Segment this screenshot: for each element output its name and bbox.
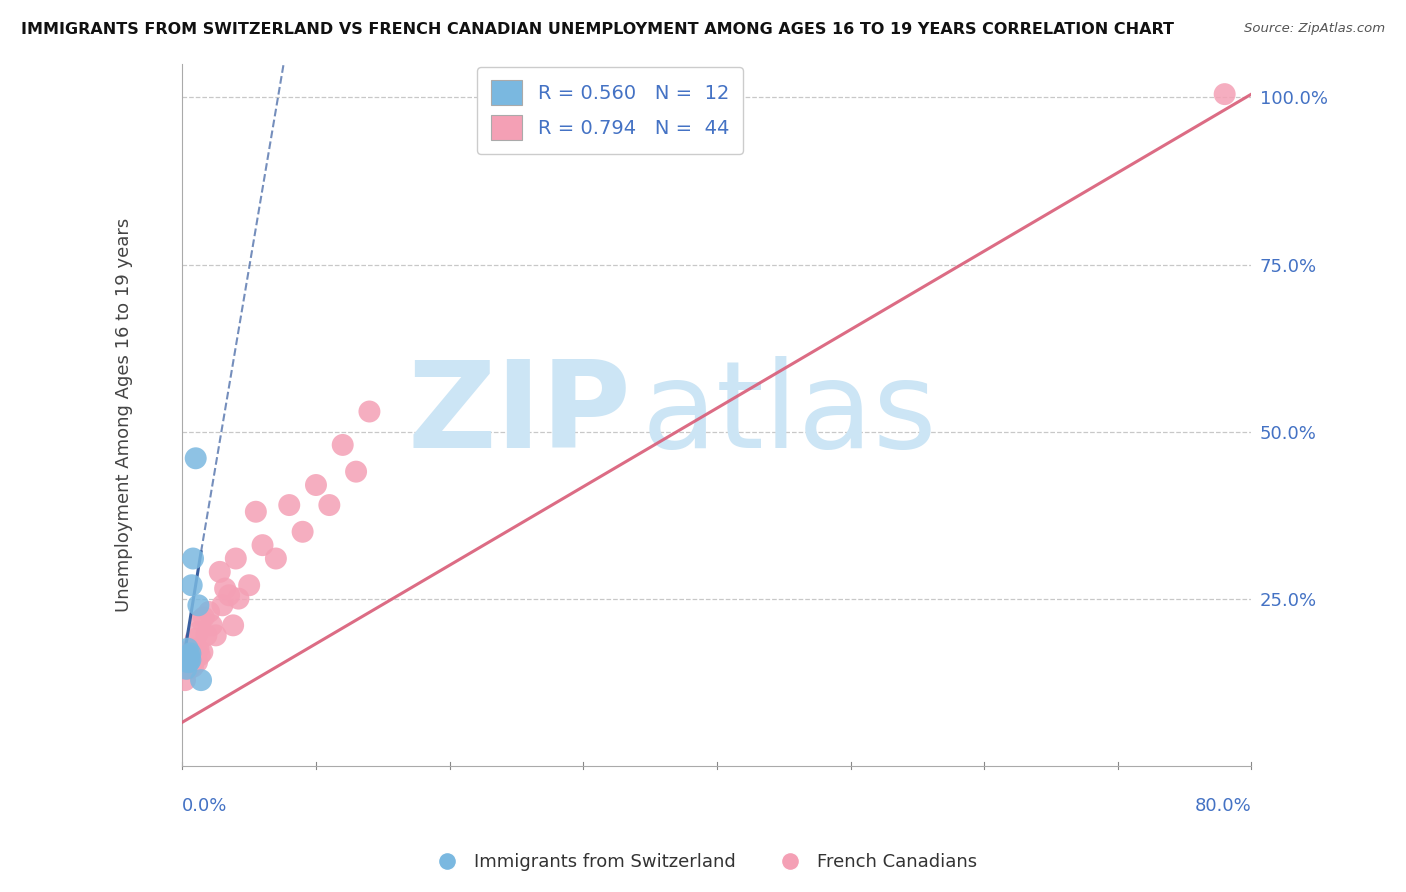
Text: 80.0%: 80.0%	[1195, 797, 1251, 815]
Point	[184, 647, 207, 661]
Point	[193, 610, 215, 624]
Point	[332, 438, 354, 452]
Point	[225, 551, 247, 566]
Point	[191, 645, 214, 659]
Point	[291, 524, 314, 539]
Point	[181, 551, 204, 566]
Point	[179, 647, 201, 661]
Point	[344, 465, 367, 479]
Point	[238, 578, 260, 592]
Point	[181, 648, 204, 663]
Point	[264, 551, 287, 566]
Point	[183, 653, 205, 667]
Legend: Immigrants from Switzerland, French Canadians: Immigrants from Switzerland, French Cana…	[422, 847, 984, 879]
Point	[245, 505, 267, 519]
Point	[177, 655, 200, 669]
Text: IMMIGRANTS FROM SWITZERLAND VS FRENCH CANADIAN UNEMPLOYMENT AMONG AGES 16 TO 19 : IMMIGRANTS FROM SWITZERLAND VS FRENCH CA…	[21, 22, 1174, 37]
Point	[174, 673, 197, 687]
Point	[252, 538, 274, 552]
Point	[222, 618, 245, 632]
Text: ZIP: ZIP	[408, 357, 631, 474]
Point	[176, 655, 198, 669]
Point	[186, 655, 208, 669]
Text: Source: ZipAtlas.com: Source: ZipAtlas.com	[1244, 22, 1385, 36]
Point	[228, 591, 250, 606]
Point	[208, 565, 231, 579]
Point	[1213, 87, 1236, 102]
Point	[177, 662, 200, 676]
Point	[305, 478, 328, 492]
Point	[214, 582, 236, 596]
Point	[180, 655, 202, 669]
Point	[176, 655, 198, 669]
Text: 0.0%: 0.0%	[183, 797, 228, 815]
Point	[218, 588, 240, 602]
Point	[198, 605, 221, 619]
Point	[181, 659, 204, 673]
Legend: R = 0.560   N =  12, R = 0.794   N =  44: R = 0.560 N = 12, R = 0.794 N = 44	[478, 67, 742, 153]
Point	[184, 451, 207, 466]
Point	[187, 625, 209, 640]
Point	[180, 641, 202, 656]
Point	[187, 599, 209, 613]
Point	[211, 599, 233, 613]
Point	[278, 498, 301, 512]
Point	[179, 645, 201, 659]
Point	[176, 662, 198, 676]
Point	[176, 641, 198, 656]
Point	[187, 641, 209, 656]
Point	[177, 648, 200, 663]
Text: atlas: atlas	[643, 357, 938, 474]
Point	[180, 578, 202, 592]
Point	[177, 652, 200, 666]
Point	[195, 628, 218, 642]
Point	[188, 648, 211, 663]
Point	[318, 498, 340, 512]
Point	[190, 673, 212, 687]
Point	[359, 404, 381, 418]
Point	[176, 662, 198, 676]
Point	[201, 618, 224, 632]
Point	[190, 613, 212, 627]
Point	[184, 632, 207, 646]
Point	[204, 628, 226, 642]
Point	[179, 658, 201, 673]
Text: Unemployment Among Ages 16 to 19 years: Unemployment Among Ages 16 to 19 years	[114, 218, 132, 612]
Point	[179, 653, 201, 667]
